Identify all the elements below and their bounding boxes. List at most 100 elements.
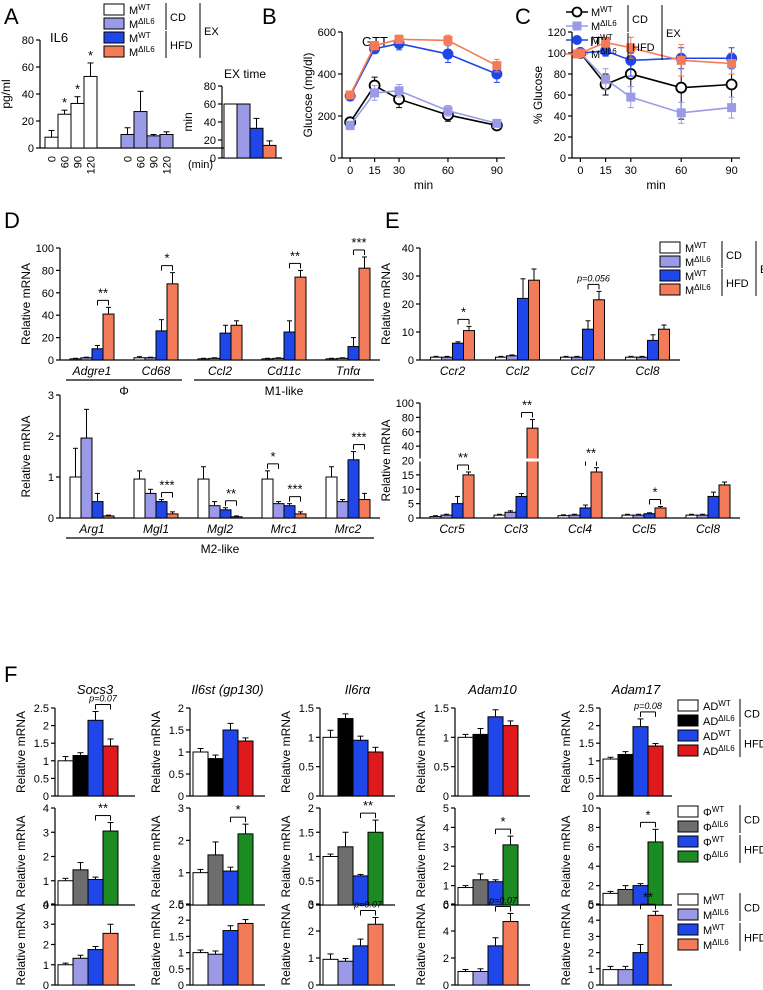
x-tick-label: 120 [86, 156, 98, 174]
chart-F22: 0 1 2 3 Relative mRNA * [149, 802, 265, 912]
y-tick-label: 15 [402, 470, 414, 482]
bar [568, 514, 581, 519]
bar [155, 501, 168, 519]
bar [207, 854, 224, 906]
bar [294, 276, 307, 361]
bar [632, 726, 649, 797]
chart-F12: 0 0.5 1 1.5 2 Relative mRNA Il6st (gp130) [149, 682, 265, 803]
legend-label-sup: ΔIL6 [718, 714, 735, 723]
data-point [442, 48, 454, 60]
sig-label: *** [287, 482, 302, 497]
y-axis-label: Glucose (mg/dl) [301, 53, 315, 138]
bar [80, 357, 93, 361]
y-axis-label: Relative mRNA [279, 815, 293, 897]
legend-label: MΔIL6 [703, 908, 729, 923]
bar [44, 136, 59, 149]
y-axis-label: Relative mRNA [379, 263, 393, 345]
legend-label-sup: WT [694, 241, 707, 250]
bar [347, 346, 360, 361]
legend-label: MWT [703, 893, 725, 908]
x-tick-label: Cd68 [142, 364, 171, 378]
y-tick-label: 4 [443, 822, 449, 834]
y-tick-label: 1 [588, 756, 594, 768]
bar [463, 330, 475, 361]
bar [658, 328, 670, 361]
legend-label-sup: ΔIL6 [712, 908, 729, 917]
y-tick-label: 80 [22, 35, 34, 47]
legend-label-sup: ΔIL6 [712, 938, 729, 947]
y-tick-label: 1 [443, 881, 449, 893]
legend-label: MΔIL6 [591, 19, 617, 34]
bar [207, 953, 224, 986]
y-tick-label: 0 [28, 143, 34, 155]
y-tick-label: 2 [443, 953, 449, 965]
y-tick-label: 2.5 [169, 899, 184, 911]
bar [452, 342, 464, 361]
x-tick-label: 15 [368, 165, 380, 177]
y-tick-label: 100 [548, 48, 566, 60]
y-tick-label: 2 [178, 915, 184, 927]
bar [647, 339, 659, 361]
bar [707, 495, 720, 519]
group-label: M2-like [201, 542, 240, 556]
sig-label: * [88, 48, 93, 63]
x-tick-label: 0 [347, 165, 353, 177]
y-tick-label: 3 [308, 899, 314, 911]
y-tick-label: 2 [308, 803, 314, 815]
bar [166, 283, 179, 361]
bar [283, 505, 296, 519]
bar [560, 356, 572, 361]
y-tick-label: 2 [43, 852, 49, 864]
data-point [572, 35, 582, 45]
bar [647, 745, 664, 797]
data-point [572, 21, 582, 31]
bar [593, 299, 605, 361]
y-tick-label: 2 [178, 835, 184, 847]
bar [70, 102, 85, 149]
x-tick-label: 90 [725, 165, 737, 177]
y-tick-label: 0 [588, 900, 594, 912]
bar [654, 507, 667, 519]
x-tick-label: Mrc2 [335, 522, 362, 536]
bar [602, 758, 619, 797]
bar [72, 869, 89, 906]
bar [617, 888, 634, 906]
x-tick-label: Ccr2 [440, 364, 466, 378]
bar [57, 760, 74, 797]
bar [102, 313, 115, 361]
group-label: Φ [119, 384, 129, 398]
bar [367, 751, 384, 797]
y-tick-label: 40 [402, 441, 414, 453]
bar [144, 492, 157, 519]
y-tick-label: 0 [48, 513, 54, 525]
chart-F24: 0 1 2 3 4 5 Relative mRNA * [414, 803, 530, 912]
y-axis-label: Relative mRNA [414, 711, 428, 793]
y-tick-label: 1 [443, 732, 449, 744]
legend-label-sup: ΔIL6 [712, 820, 729, 829]
bar [504, 511, 517, 519]
bar [192, 952, 209, 986]
data-point [571, 6, 583, 18]
bar [192, 872, 209, 906]
y-tick-label: 0 [443, 900, 449, 912]
legend-label: MWT [129, 31, 151, 46]
legend-swatch [103, 17, 125, 30]
bar [457, 971, 474, 986]
x-tick-label: Ccl8 [635, 364, 659, 378]
panel-letter-F: F [4, 662, 17, 687]
bar [621, 514, 634, 519]
data-point [601, 38, 611, 47]
x-tick-label: 90 [73, 156, 85, 168]
y-tick-label: 1 [308, 953, 314, 965]
y-tick-label: 0 [48, 355, 54, 367]
bar [133, 111, 148, 149]
x-tick-label: Ccr5 [439, 522, 465, 536]
legend-label: MΔIL6 [685, 255, 711, 270]
y-axis-label: Relative mRNA [149, 815, 163, 897]
y-tick-label: 1.5 [34, 738, 49, 750]
legend-label: ΦΔIL6 [703, 850, 729, 865]
y-tick-label: 60 [554, 90, 566, 102]
bar [602, 969, 619, 986]
